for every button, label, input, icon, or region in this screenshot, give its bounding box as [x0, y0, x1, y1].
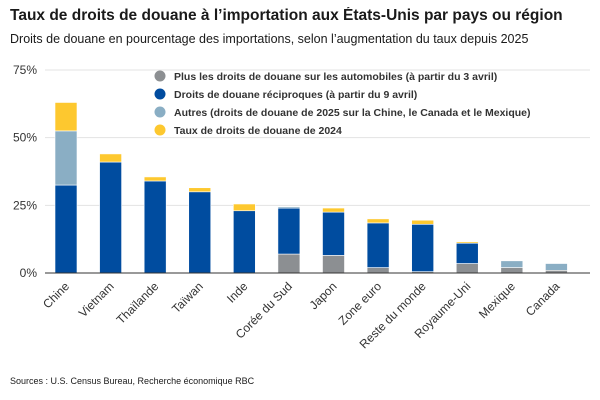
bar-segment [99, 161, 122, 274]
bar-segment [188, 191, 212, 274]
x-tick-label: Thaïlande [114, 279, 162, 327]
x-tick-label: Chine [40, 279, 72, 311]
legend-marker [154, 124, 166, 136]
source-note: Sources : U.S. Census Bureau, Recherche … [10, 376, 255, 386]
bar-segment [455, 263, 479, 274]
x-tick-label: Japon [307, 279, 340, 312]
bar-segment [277, 206, 301, 209]
legend-label: Autres (droits de douane de 2025 sur la … [174, 107, 531, 119]
legend-label: Taux de droits de douane de 2024 [174, 125, 342, 137]
bar-segment [233, 210, 256, 274]
bar-segment [500, 267, 524, 274]
legend-label: Plus les droits de douane sur les automo… [174, 71, 497, 83]
bar-segment [143, 180, 167, 274]
bar-segment [411, 223, 434, 272]
x-tick-label: Taïwan [169, 279, 206, 316]
x-tick-label: Vietnam [76, 279, 117, 320]
bar-segment [455, 242, 479, 264]
bar-segment [54, 184, 78, 274]
y-tick-label: 50% [13, 131, 37, 145]
bar-segment [500, 260, 524, 268]
bar-segment [54, 102, 78, 132]
x-tick-label: Inde [224, 279, 251, 306]
gridlines [45, 69, 590, 206]
bar-segment [366, 218, 390, 224]
bar-segment [322, 207, 345, 213]
bar-segment [545, 263, 568, 271]
x-tick-label: Canada [523, 279, 563, 319]
bar-segment [322, 211, 345, 256]
legend: Plus les droits de douane sur les automo… [154, 70, 531, 137]
bar-segment [54, 130, 78, 186]
bar-segment [277, 207, 301, 255]
bar-segment [277, 253, 301, 274]
bar-segment [143, 176, 167, 182]
chart-title: Taux de droits de douane à l’importation… [10, 7, 563, 24]
chart-subtitle: Droits de douane en pourcentage des impo… [10, 32, 529, 46]
y-tick-label: 25% [13, 198, 37, 212]
bar-segment [411, 219, 434, 225]
bar-segment [455, 241, 479, 244]
y-tick-label: 0% [20, 266, 38, 280]
bar-segment [233, 203, 256, 212]
legend-label: Droits de douane réciproques (à partir d… [174, 89, 417, 101]
bar-segment [366, 267, 390, 274]
y-tick-label: 75% [13, 63, 37, 77]
legend-marker [154, 106, 166, 118]
x-tick-label: Mexique [476, 279, 518, 321]
bar-segment [366, 222, 390, 268]
bar-segment [322, 255, 345, 274]
bar-segment [188, 187, 212, 193]
y-axis: 0% 25% 50% 75% [13, 63, 37, 280]
bar-segment [99, 153, 122, 163]
legend-marker [154, 70, 166, 82]
legend-marker [154, 88, 166, 100]
